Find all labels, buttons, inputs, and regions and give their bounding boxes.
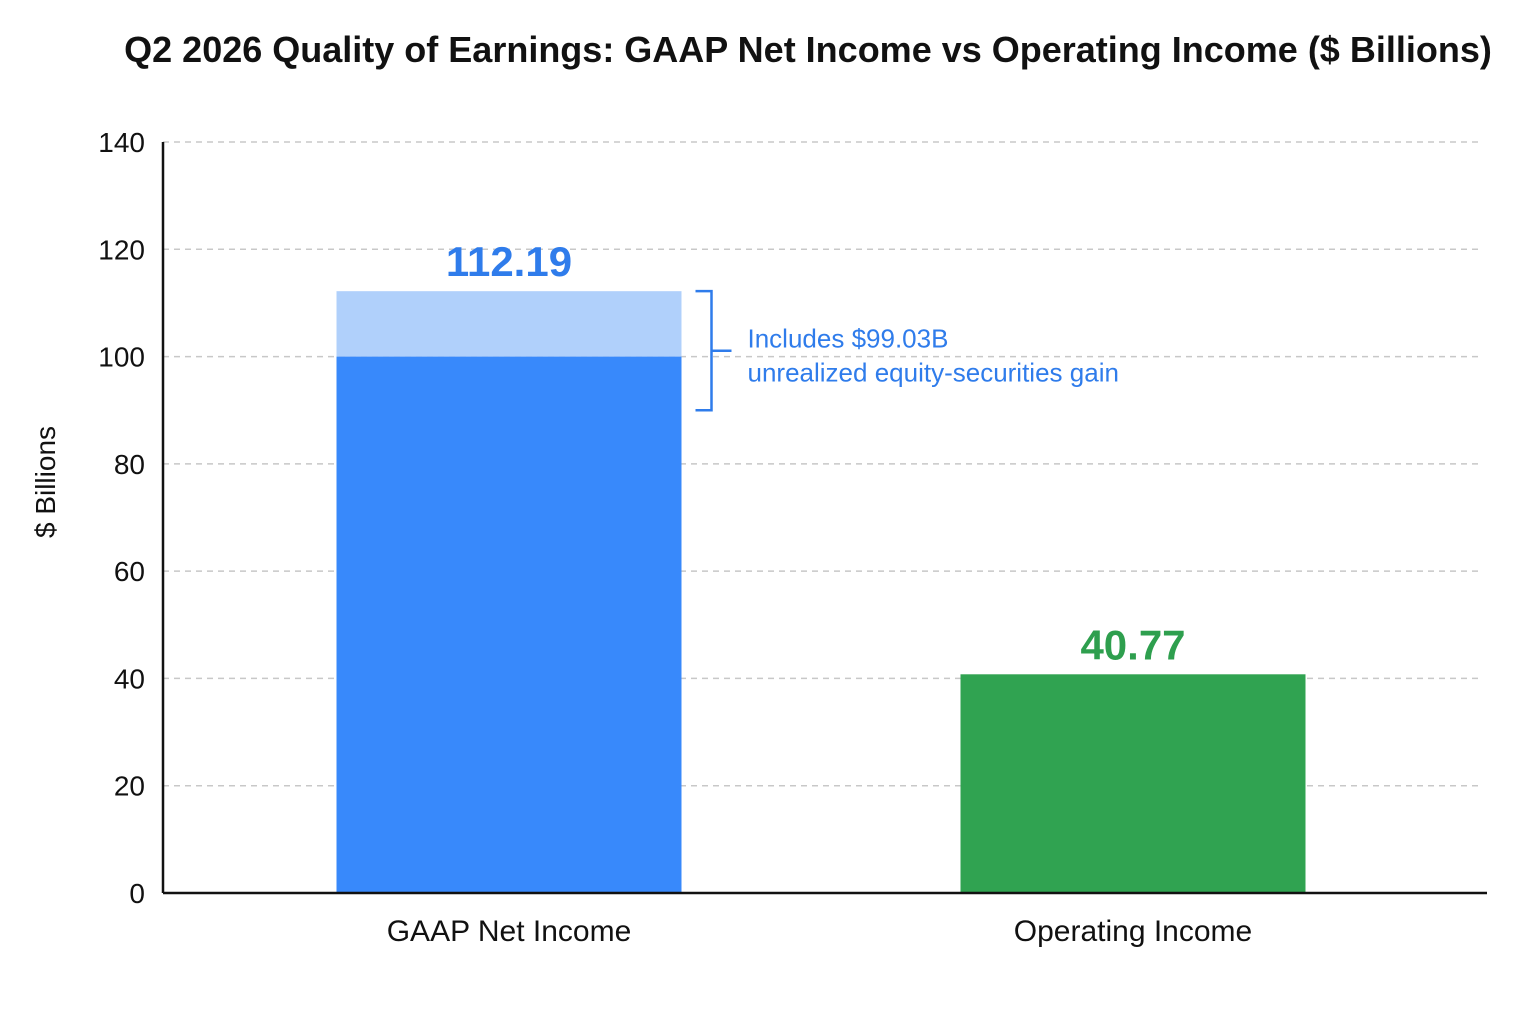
annotation-bracket — [695, 289, 732, 412]
bar-operating-income — [960, 674, 1306, 893]
y-tick-label: 20 — [114, 771, 145, 802]
x-tick-label: GAAP Net Income — [387, 915, 632, 948]
y-tick-label: 100 — [98, 342, 145, 373]
data-label: 112.19 — [446, 238, 572, 285]
y-tick-label: 0 — [129, 878, 145, 909]
bars — [336, 291, 1306, 894]
bar-gaap-net-income-highlight-segment — [336, 291, 682, 357]
y-tick-label: 60 — [114, 556, 145, 587]
x-tick-labels: GAAP Net Income Operating Income — [387, 915, 1253, 948]
y-tick-label: 40 — [114, 663, 145, 694]
chart-title: Q2 2026 Quality of Earnings: GAAP Net In… — [124, 29, 1492, 70]
annotation-text-line: unrealized equity-securities gain — [748, 358, 1119, 388]
annotation: Includes $99.03B unrealized equity-securi… — [695, 289, 1119, 412]
y-tick-label: 140 — [98, 127, 145, 158]
y-tick-label: 80 — [114, 449, 145, 480]
y-tick-label: 120 — [98, 234, 145, 265]
axes — [161, 142, 1487, 895]
bar-gaap-net-income-base — [336, 356, 682, 894]
annotation-text-line: Includes $99.03B — [748, 324, 949, 354]
y-axis-label: $ Billions — [30, 426, 61, 538]
data-label: 40.77 — [1080, 621, 1185, 668]
y-tick-labels: 0 20 40 60 80 100 120 140 — [98, 127, 145, 909]
x-tick-label: Operating Income — [1014, 915, 1252, 948]
data-labels: 112.19 40.77 — [446, 238, 1186, 668]
